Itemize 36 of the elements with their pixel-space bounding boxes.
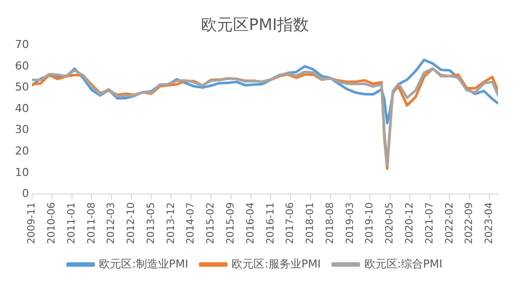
- x-tick-label: 2016-04: [245, 202, 256, 244]
- x-tick-label: 2022-09: [464, 202, 476, 244]
- y-tick-label: 20: [14, 144, 29, 158]
- x-tick-label: 2016-11: [265, 202, 276, 244]
- x-tick-label: 2013-05: [146, 202, 157, 244]
- x-tick-label: 2019-03: [344, 202, 356, 244]
- x-tick-label: 2012-03: [106, 202, 118, 244]
- chart-title: 欧元区PMI指数: [200, 14, 310, 34]
- x-tick-label: 2021-07: [424, 202, 436, 244]
- x-tick-label: 2020-12: [404, 202, 416, 244]
- y-tick-label: 40: [14, 102, 29, 115]
- y-tick-label: 30: [14, 123, 29, 136]
- x-tick-label: 2014-07: [186, 202, 197, 244]
- y-tick-label: 70: [14, 38, 29, 52]
- y-tick-label: 60: [14, 59, 29, 72]
- x-tick-label: 2010-06: [46, 202, 58, 244]
- x-tick-label: 2023-04: [484, 202, 496, 244]
- x-tick-label: 2012-10: [126, 202, 138, 244]
- x-tick-label: 2019-10: [364, 202, 376, 244]
- x-tick-label: 2022-02: [444, 202, 456, 244]
- x-tick-label: 2018-08: [324, 202, 336, 244]
- x-tick-label: 2011-08: [86, 202, 98, 244]
- y-tick-label: 10: [14, 166, 29, 179]
- legend-label: 欧元区:综合PMI: [364, 257, 442, 270]
- x-tick-label: 2020-05: [384, 202, 396, 244]
- y-tick-label: 50: [14, 80, 29, 94]
- x-tick-label: 2013-12: [166, 202, 177, 244]
- x-tick-label: 2017-06: [285, 202, 296, 244]
- x-tick-label: 2018-01: [305, 202, 316, 244]
- legend-label: 欧元区:制造业PMI: [99, 257, 188, 270]
- x-tick-label: 2015-09: [225, 202, 236, 244]
- y-tick-label: 0: [22, 187, 29, 200]
- legend-label: 欧元区:服务业PMI: [232, 257, 321, 270]
- x-tick-label: 2009-11: [26, 202, 38, 244]
- x-tick-label: 2011-01: [66, 202, 78, 244]
- x-tick-label: 2015-02: [206, 202, 217, 244]
